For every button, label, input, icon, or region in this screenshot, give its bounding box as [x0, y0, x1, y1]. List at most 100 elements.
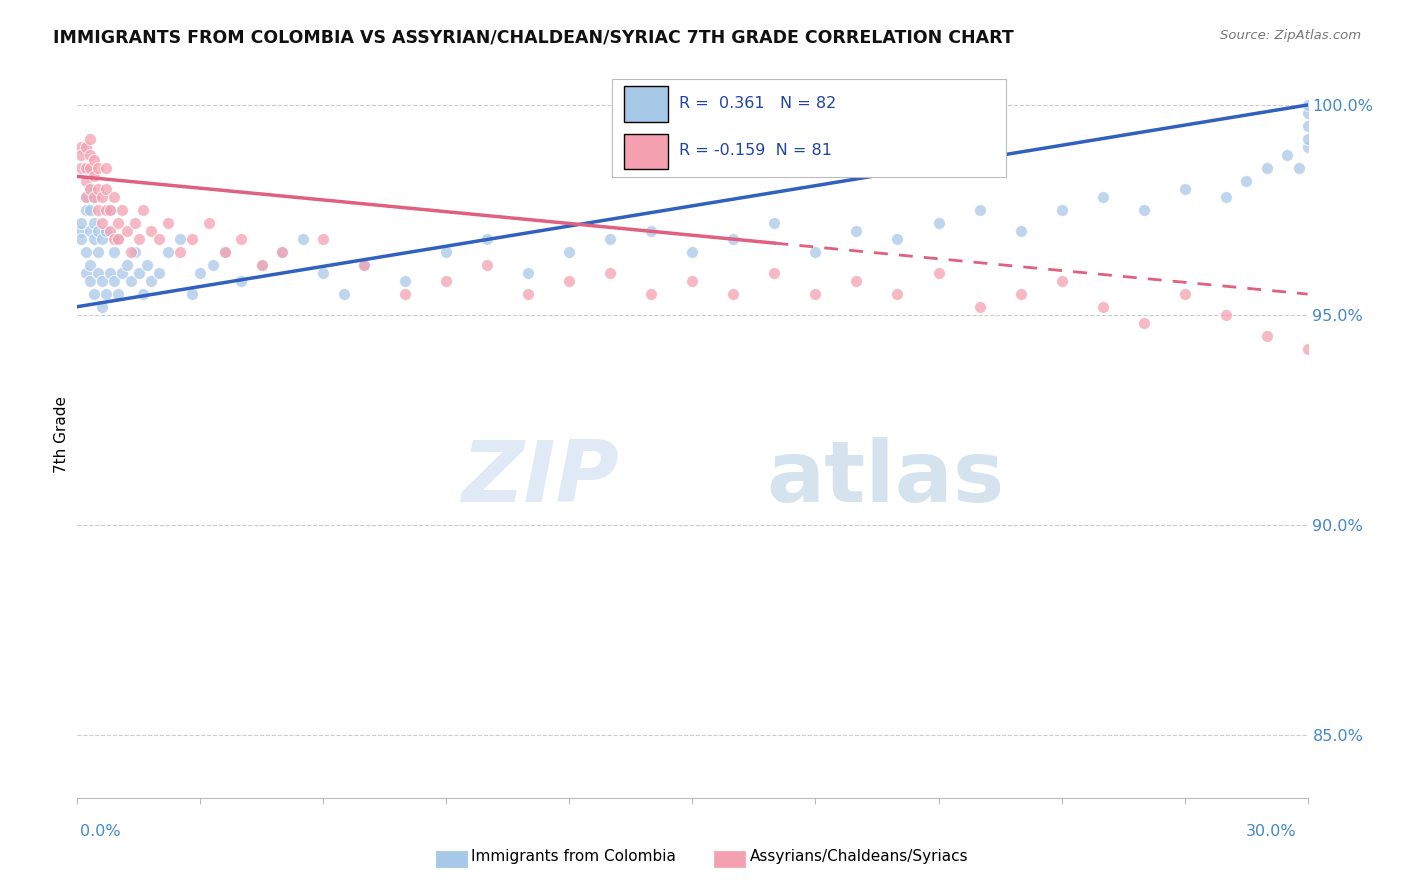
Text: 0.0%: 0.0%: [80, 824, 121, 838]
Point: [250, 258, 273, 272]
Point: [98, 266, 121, 280]
Point: [79, 202, 101, 217]
Point: [75, 190, 97, 204]
Point: [83, 287, 105, 301]
Point: [1296, 131, 1319, 145]
Point: [558, 245, 581, 260]
Point: [90, 232, 114, 246]
Text: Source: ZipAtlas.com: Source: ZipAtlas.com: [1220, 29, 1361, 42]
Point: [70, 232, 93, 246]
Point: [291, 232, 314, 246]
Point: [231, 275, 253, 289]
Point: [1050, 202, 1073, 217]
Point: [969, 300, 991, 314]
Point: [353, 258, 375, 272]
Point: [124, 245, 146, 260]
Point: [115, 224, 138, 238]
Point: [90, 190, 114, 204]
Point: [1256, 161, 1278, 175]
Point: [517, 266, 540, 280]
Point: [197, 216, 219, 230]
Point: [136, 258, 159, 272]
Point: [1010, 287, 1032, 301]
Point: [70, 216, 93, 230]
Point: [353, 258, 375, 272]
Point: [214, 245, 236, 260]
Point: [90, 300, 114, 314]
Point: [107, 287, 129, 301]
Point: [83, 190, 105, 204]
Point: [804, 287, 827, 301]
Point: [83, 216, 105, 230]
Point: [169, 245, 191, 260]
Point: [599, 232, 621, 246]
Point: [148, 232, 170, 246]
Point: [120, 245, 142, 260]
Point: [1091, 300, 1114, 314]
Point: [103, 190, 125, 204]
Text: 30.0%: 30.0%: [1246, 824, 1296, 838]
Text: IMMIGRANTS FROM COLOMBIA VS ASSYRIAN/CHALDEAN/SYRIAC 7TH GRADE CORRELATION CHART: IMMIGRANTS FROM COLOMBIA VS ASSYRIAN/CHA…: [53, 29, 1014, 46]
Text: ZIP: ZIP: [461, 437, 619, 520]
Point: [98, 224, 121, 238]
Point: [271, 245, 294, 260]
Point: [1256, 329, 1278, 343]
Point: [79, 182, 101, 196]
Point: [928, 216, 950, 230]
Point: [436, 275, 458, 289]
Point: [124, 216, 146, 230]
Point: [75, 202, 97, 217]
Point: [1337, 317, 1360, 331]
Point: [517, 287, 540, 301]
Point: [214, 245, 236, 260]
Point: [75, 140, 97, 154]
Point: [75, 190, 97, 204]
Point: [90, 216, 114, 230]
Point: [1296, 119, 1319, 133]
Point: [70, 148, 93, 162]
Point: [70, 161, 93, 175]
Point: [763, 216, 786, 230]
Point: [141, 224, 163, 238]
Point: [75, 245, 97, 260]
Point: [1174, 287, 1197, 301]
Point: [969, 202, 991, 217]
Point: [312, 266, 335, 280]
Point: [1275, 148, 1298, 162]
Point: [477, 258, 499, 272]
Point: [107, 232, 129, 246]
Point: [250, 258, 273, 272]
Point: [271, 245, 294, 260]
Point: [1091, 190, 1114, 204]
Point: [87, 161, 110, 175]
Point: [75, 173, 97, 187]
Point: [87, 224, 110, 238]
Point: [886, 287, 908, 301]
Point: [1215, 308, 1237, 322]
Point: [845, 275, 868, 289]
Point: [141, 275, 163, 289]
Point: [111, 202, 134, 217]
Point: [94, 202, 117, 217]
Point: [1234, 173, 1257, 187]
Point: [394, 287, 416, 301]
Point: [115, 258, 138, 272]
Point: [599, 266, 621, 280]
Point: [231, 232, 253, 246]
Point: [132, 202, 155, 217]
Point: [682, 275, 704, 289]
Point: [79, 161, 101, 175]
Point: [723, 232, 745, 246]
Point: [169, 232, 191, 246]
Point: [333, 287, 356, 301]
Point: [558, 275, 581, 289]
Point: [87, 202, 110, 217]
Point: [98, 202, 121, 217]
Point: [723, 287, 745, 301]
Text: Immigrants from Colombia: Immigrants from Colombia: [471, 849, 676, 863]
Point: [1215, 190, 1237, 204]
Point: [1378, 329, 1400, 343]
Point: [94, 161, 117, 175]
Point: [90, 275, 114, 289]
Text: Assyrians/Chaldeans/Syriacs: Assyrians/Chaldeans/Syriacs: [749, 849, 967, 863]
